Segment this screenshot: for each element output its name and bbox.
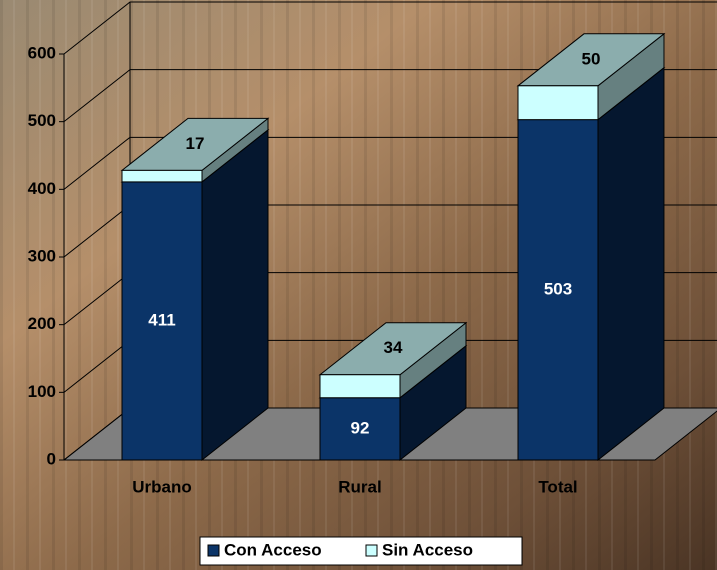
x-tick-label: Urbano [132,477,192,496]
legend-label: Sin Acceso [382,540,473,559]
data-label: 92 [351,418,370,437]
data-label: 17 [186,134,205,153]
bar-side [598,68,664,460]
legend-label: Con Acceso [224,540,322,559]
bar [518,86,598,120]
data-label: 50 [582,49,601,68]
x-tick-label: Rural [338,477,381,496]
bar-side [202,130,268,460]
x-tick-label: Total [538,477,577,496]
bar [320,375,400,398]
chart: 0 100 200 300 400 500 600 411 92 503 17 34 50 Urbano R… [0,0,717,570]
y-tick-label: 400 [28,179,56,198]
y-tick-label: 500 [28,111,56,130]
y-tick-label: 200 [28,314,56,333]
y-tick-label: 0 [47,449,56,468]
data-label: 34 [384,338,403,357]
y-tick-label: 100 [28,382,56,401]
data-label: 411 [148,310,175,329]
data-label: 503 [544,279,572,298]
legend-swatch [366,545,377,556]
y-tick-label: 300 [28,246,56,265]
y-tick-label: 600 [28,43,56,62]
legend-swatch [208,545,219,556]
bar [122,170,202,182]
